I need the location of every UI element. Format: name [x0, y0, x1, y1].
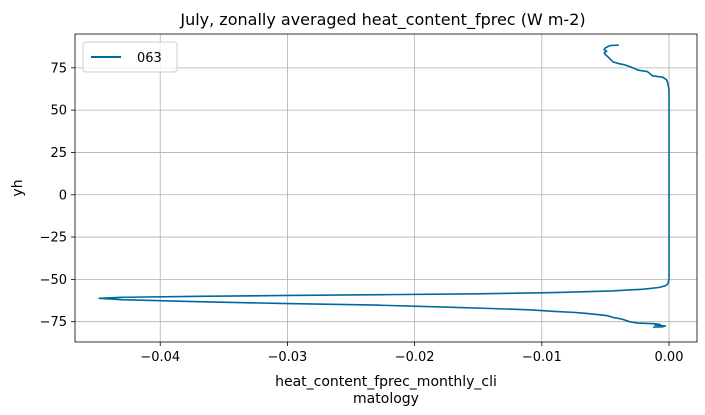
- series-layer: [98, 44, 670, 328]
- y-tick-label: −75: [40, 315, 67, 330]
- y-tick-label: 25: [50, 146, 67, 161]
- legend-entry-label: 063: [137, 51, 162, 66]
- x-axis-ticks: −0.04 −0.03 −0.02 −0.01 0.00: [140, 342, 683, 365]
- x-axis-label-line-2: matology: [353, 391, 419, 407]
- y-tick-label: 50: [50, 104, 67, 119]
- legend-box: [82, 41, 178, 73]
- plot-frame: [74, 33, 698, 343]
- legend: 063: [82, 41, 178, 73]
- y-tick-label: −25: [40, 231, 67, 246]
- y-tick-label: 0: [59, 188, 67, 203]
- chart-title: July, zonally averaged heat_content_fpre…: [179, 10, 585, 30]
- y-axis-ticks: −75 −50 −25 0 25 50 75: [40, 61, 75, 330]
- grid-lines: [75, 34, 697, 342]
- y-tick-label: 75: [50, 61, 67, 76]
- series-line-1: [98, 44, 670, 328]
- x-axis-label-line-1: heat_content_fprec_monthly_cli: [275, 374, 497, 390]
- x-tick-label: −0.04: [140, 350, 180, 365]
- x-tick-label: −0.02: [395, 350, 435, 365]
- x-tick-label: 0.00: [655, 350, 684, 365]
- x-tick-label: −0.01: [522, 350, 562, 365]
- y-axis-label: yh: [10, 179, 26, 196]
- y-tick-label: −50: [40, 273, 67, 288]
- x-tick-label: −0.03: [267, 350, 307, 365]
